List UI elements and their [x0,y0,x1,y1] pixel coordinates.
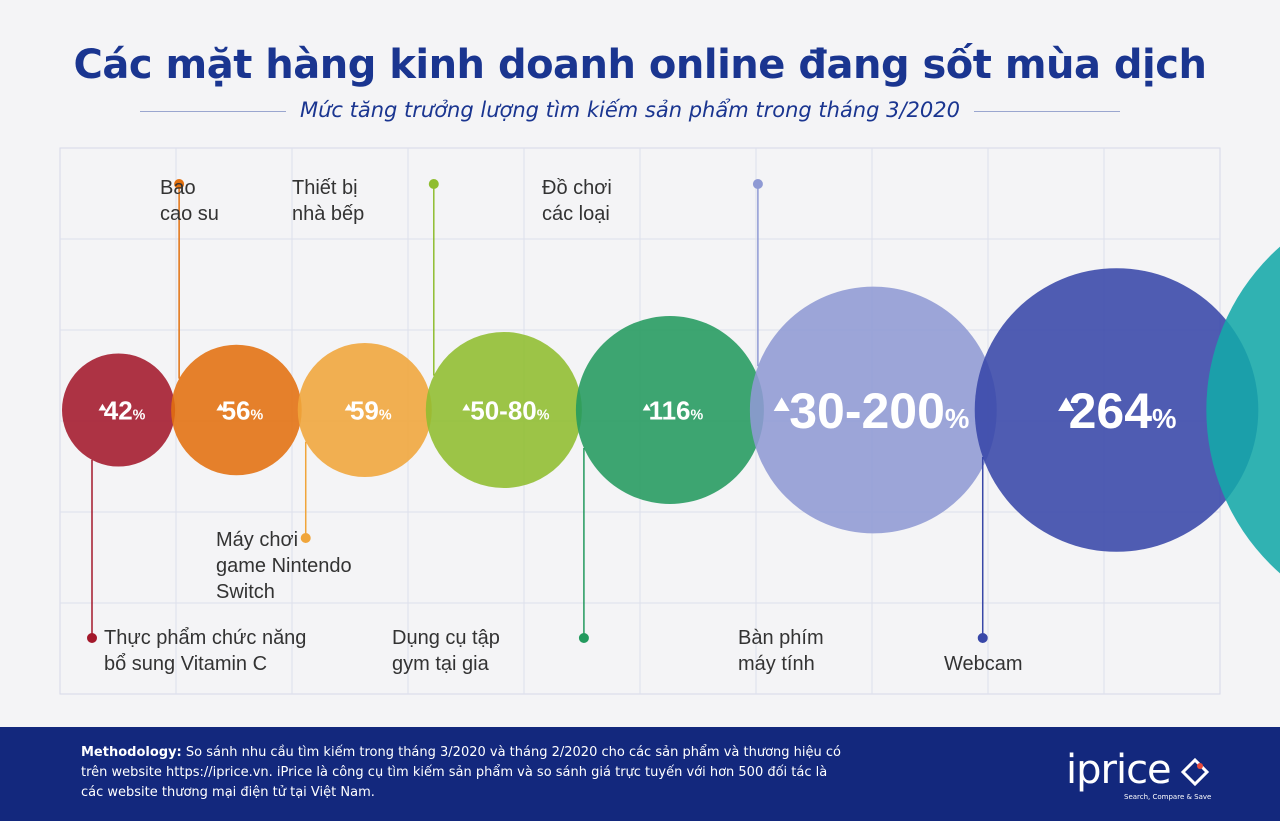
bubble-1 [171,344,302,476]
value-label-5: 30-200% [789,383,969,439]
bubble-chart: Thực phẩm chức năng bổ sung Vitamin C Bao c… [59,147,1280,695]
methodology-note: Methodology: So sánh nhu cầu tìm kiếm tr… [81,743,841,803]
leader-dot-0 [87,633,97,643]
logo-tagline: Search, Compare & Save [1124,793,1212,801]
value-text-3: 50-80% [470,395,550,425]
value-text-5: 30-200% [789,383,969,439]
subtitle-block: Mức tăng trưởng lượng tìm kiếm sản phẩm … [140,96,1120,126]
category-label-7: Webcam [944,653,1023,675]
logo-text: iprice [1066,747,1172,793]
category-label-2: Switch [216,581,275,603]
category-label-5: các loại [542,203,610,225]
methodology-label: Methodology: [81,745,182,760]
subtitle: Mức tăng trưởng lượng tìm kiếm sản phẩm … [285,98,975,122]
leader-dot-3 [428,179,439,189]
up-triangle-icon-3 [462,403,471,411]
bubble-7 [1206,246,1280,574]
leader-dot-1 [174,179,185,189]
leader-dot-5 [752,179,763,189]
category-label-4: Dụng cụ tập [392,627,500,649]
category-label-3: nhà bếp [292,203,364,225]
leader-dot-2 [300,533,311,543]
up-triangle-icon-2 [344,403,353,411]
category-label-1: cao su [160,203,219,225]
category-label-2: Máy chơi [216,529,298,551]
category-label-4: gym tại gia [392,653,490,675]
category-label-3: Thiết bị [292,177,358,199]
bubble-0 [61,353,176,467]
bubble-6 [974,268,1259,552]
up-triangle-icon-5 [773,397,790,411]
bubble-4 [575,316,764,504]
footer: Methodology: So sánh nhu cầu tìm kiếm tr… [0,727,1280,821]
leader-dot-4 [578,633,589,643]
up-triangle-icon-6 [1058,397,1075,411]
up-triangle-icon-0 [98,403,107,411]
value-label-3: 50-80% [470,395,550,425]
category-label-5: Đồ chơi [542,177,612,199]
up-triangle-icon-1 [216,403,225,411]
category-label-6: Bàn phím [738,627,824,649]
category-label-0: Thực phẩm chức năng [104,627,306,649]
iprice-logo[interactable]: iprice Search, Compare & Save [1066,747,1216,807]
up-triangle-icon-4 [642,403,651,411]
bubble-5 [749,286,997,534]
category-label-0: bổ sung Vitamin C [104,653,267,675]
tag-icon [1180,757,1210,787]
leader-dot-6 [977,633,988,643]
category-label-6: máy tính [738,653,815,675]
category-label-1: Bao [160,177,196,199]
bubble-3 [425,331,582,489]
category-label-2: game Nintendo [216,555,352,577]
methodology-text: So sánh nhu cầu tìm kiếm trong tháng 3/2… [81,745,841,800]
page-title: Các mặt hàng kinh doanh online đang sốt … [73,42,1207,88]
bubble-2 [297,342,432,478]
